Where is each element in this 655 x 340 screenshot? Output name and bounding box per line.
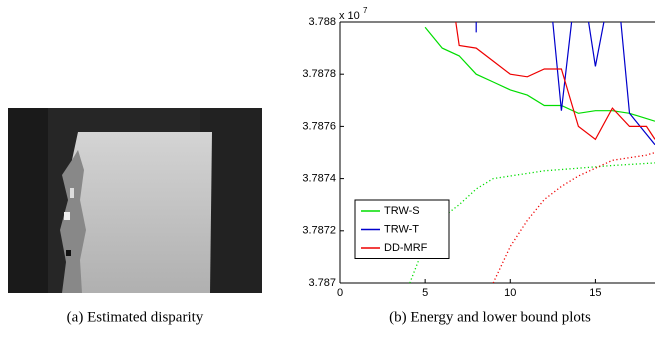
energy-line xyxy=(456,22,655,139)
y-tick-label: 3.7878 xyxy=(302,68,336,80)
caption: (b) Energy and lower bound plots xyxy=(389,309,591,325)
y-multiplier-exponent: 7 xyxy=(363,6,368,15)
x-tick-label: 5 xyxy=(422,287,428,299)
lower-bound-line xyxy=(493,153,655,284)
x-tick-label: 10 xyxy=(504,287,516,299)
figure: (a) Estimated disparity (b) Energy and l… xyxy=(0,0,655,340)
energy-line xyxy=(425,27,655,121)
y-tick-label: 3.788 xyxy=(308,16,336,28)
legend-label: TRW-S xyxy=(384,205,420,217)
y-tick-label: 3.787 xyxy=(308,277,336,289)
y-tick-label: 3.7874 xyxy=(302,173,336,185)
legend-label: TRW-T xyxy=(384,223,419,235)
x-tick-label: 15 xyxy=(589,287,601,299)
x-tick-label: 0 xyxy=(337,287,343,299)
y-multiplier: x 10 xyxy=(339,10,360,22)
legend-label: DD-MRF xyxy=(384,242,428,254)
y-tick-label: 3.7876 xyxy=(302,120,336,132)
caption: (a) Estimated disparity xyxy=(67,309,204,325)
y-tick-label: 3.7872 xyxy=(302,225,336,237)
disparity-image xyxy=(8,108,262,293)
